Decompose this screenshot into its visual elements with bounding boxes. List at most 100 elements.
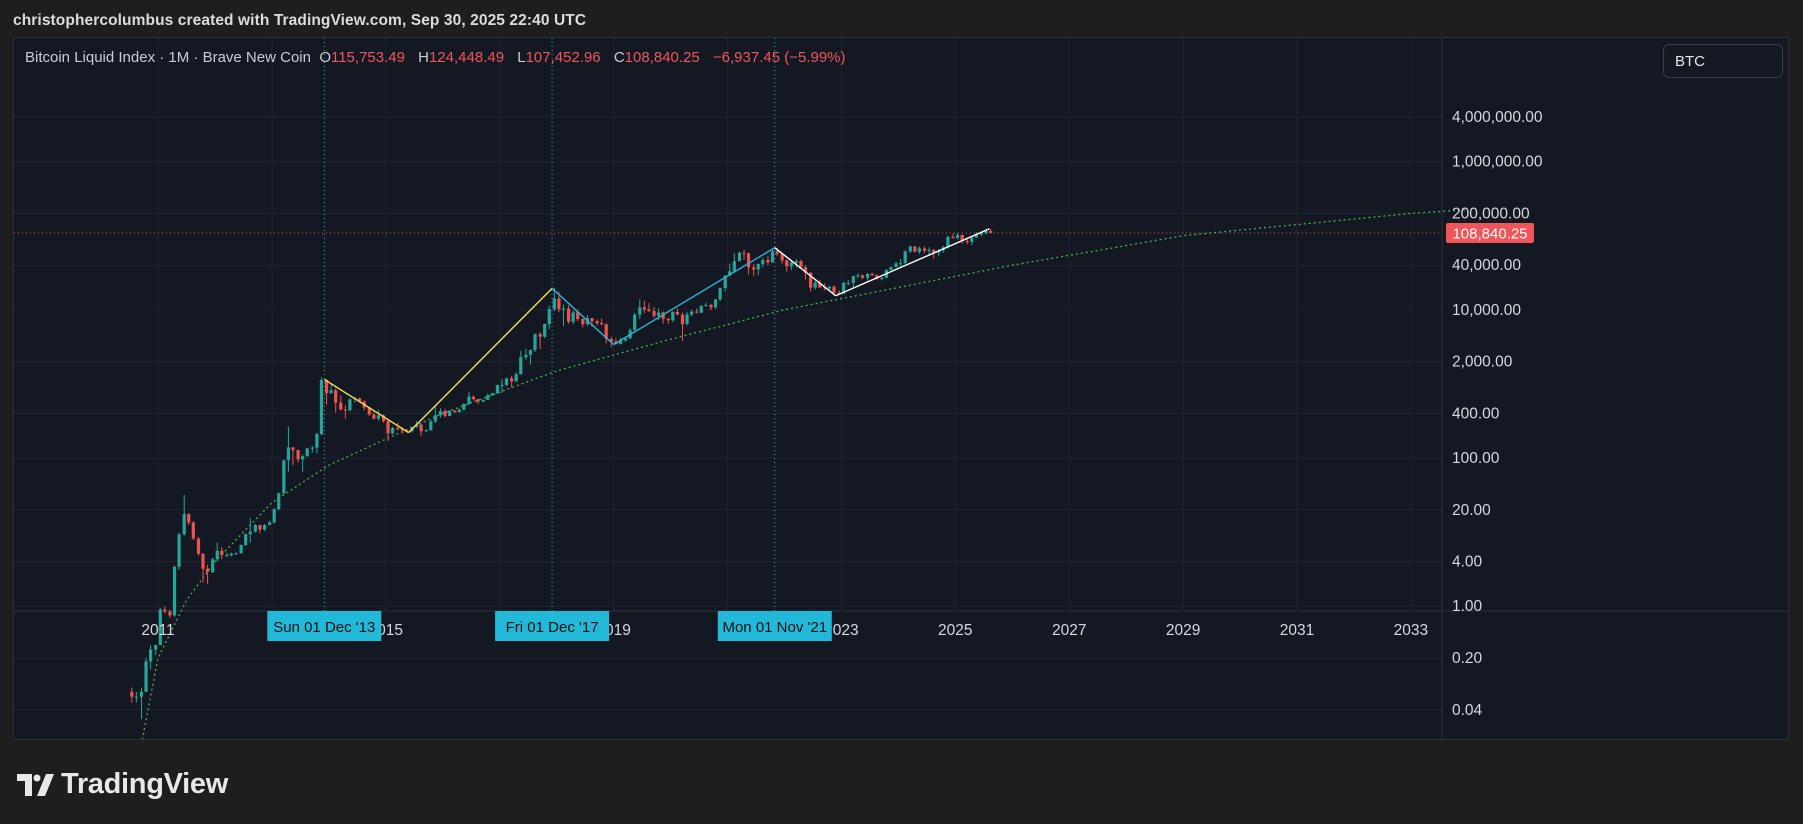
open-value: 115,753.49 <box>330 49 405 66</box>
candle <box>168 609 172 618</box>
candle <box>813 280 817 290</box>
candle <box>144 658 148 692</box>
candle-body <box>504 378 509 385</box>
candle-body <box>253 525 257 532</box>
candle-body <box>258 525 262 530</box>
price-tick-label: 10,000.00 <box>1452 302 1521 319</box>
candle-body <box>414 424 419 427</box>
candle <box>709 303 713 311</box>
candle-body <box>666 318 670 321</box>
price-tick-label: 200,000.00 <box>1452 205 1530 222</box>
candle <box>291 447 295 466</box>
candle-body <box>543 323 547 337</box>
candle <box>595 319 599 326</box>
candle-body <box>148 649 153 662</box>
candle-body <box>358 398 362 402</box>
candle-body <box>652 311 656 316</box>
close-value: 108,840.25 <box>624 49 700 66</box>
candle-body <box>946 236 950 248</box>
candle-body <box>277 493 281 510</box>
candle <box>471 395 476 401</box>
tradingview-logo[interactable]: TradingView <box>17 768 228 801</box>
candle <box>163 606 167 614</box>
candle <box>604 323 608 344</box>
candle-body <box>229 553 234 556</box>
candle <box>524 348 528 360</box>
candle-body <box>457 409 461 413</box>
candle-body <box>433 415 437 422</box>
candle-body <box>590 318 594 322</box>
candle <box>239 544 243 554</box>
candle <box>296 449 300 463</box>
candle <box>951 233 955 239</box>
trendline-white <box>774 247 837 297</box>
candle-body <box>467 396 471 405</box>
candle-body <box>524 354 528 358</box>
candle-body <box>770 251 775 263</box>
candle-body <box>685 314 689 325</box>
candle <box>457 408 461 413</box>
candle-body <box>367 407 371 415</box>
low-label: L <box>517 49 526 66</box>
candle-body <box>438 411 443 416</box>
candle-body <box>481 399 485 402</box>
candle-body <box>215 550 219 560</box>
candle <box>979 232 984 237</box>
high-value: 124,448.49 <box>428 49 505 66</box>
chart-pane[interactable]: 4,000,000.00 1,000,000.00 200,000.00 40,000… <box>13 37 1789 740</box>
candle-body <box>960 234 964 242</box>
candle <box>785 259 789 272</box>
trendline-yellow <box>323 378 409 434</box>
symbol-search-box[interactable]: BTC <box>1663 44 1783 78</box>
candle-body <box>690 311 694 315</box>
candle-body <box>400 429 404 431</box>
candle-body <box>913 246 917 252</box>
candle-body <box>618 340 623 344</box>
symbol-name: Bitcoin Liquid Index · 1M · Brave New Co… <box>25 49 311 66</box>
candle <box>177 532 181 570</box>
candle <box>334 388 338 413</box>
candle-body <box>205 568 210 572</box>
candle <box>690 309 694 317</box>
candle <box>130 687 134 703</box>
candle <box>652 307 656 319</box>
price-tag-bg <box>1446 222 1534 243</box>
price-axis: 4,000,000.00 1,000,000.00 200,000.00 40,000… <box>1452 109 1543 719</box>
candle <box>818 280 822 289</box>
time-tick-label: 2011 <box>141 622 174 639</box>
candle <box>713 298 718 309</box>
candle-body <box>319 379 324 435</box>
candle-body <box>984 231 988 234</box>
candle-body <box>932 249 936 253</box>
candle-body <box>381 415 386 422</box>
candle <box>633 312 637 331</box>
candle <box>229 552 234 557</box>
candle-body <box>372 414 376 419</box>
candle-body <box>789 262 793 267</box>
price-chart[interactable]: 4,000,000.00 1,000,000.00 200,000.00 40,000… <box>14 38 1789 740</box>
candle-body <box>870 273 874 276</box>
candle-body <box>638 307 642 315</box>
candle-body <box>262 524 267 530</box>
trendline-white <box>835 228 990 297</box>
candle-body <box>851 276 855 283</box>
candle <box>913 245 917 253</box>
candle <box>453 410 457 414</box>
grid-lines <box>14 38 1442 711</box>
open-label: O <box>319 49 331 66</box>
time-tick-label: 2029 <box>1166 622 1200 639</box>
candle-body <box>965 241 969 243</box>
candle <box>917 246 922 255</box>
candle-body <box>139 691 144 697</box>
price-tick-label: 20.00 <box>1452 502 1491 519</box>
candle <box>908 245 912 253</box>
candle-body <box>244 534 248 546</box>
candle-body <box>576 312 580 320</box>
candle-body <box>419 424 423 432</box>
candle <box>438 408 443 418</box>
candle <box>894 261 898 268</box>
candle <box>799 259 803 268</box>
price-tick-label: 1,000,000.00 <box>1452 154 1543 171</box>
footer-brand: TradingView <box>61 768 228 800</box>
time-tick-label: 2031 <box>1280 622 1314 639</box>
